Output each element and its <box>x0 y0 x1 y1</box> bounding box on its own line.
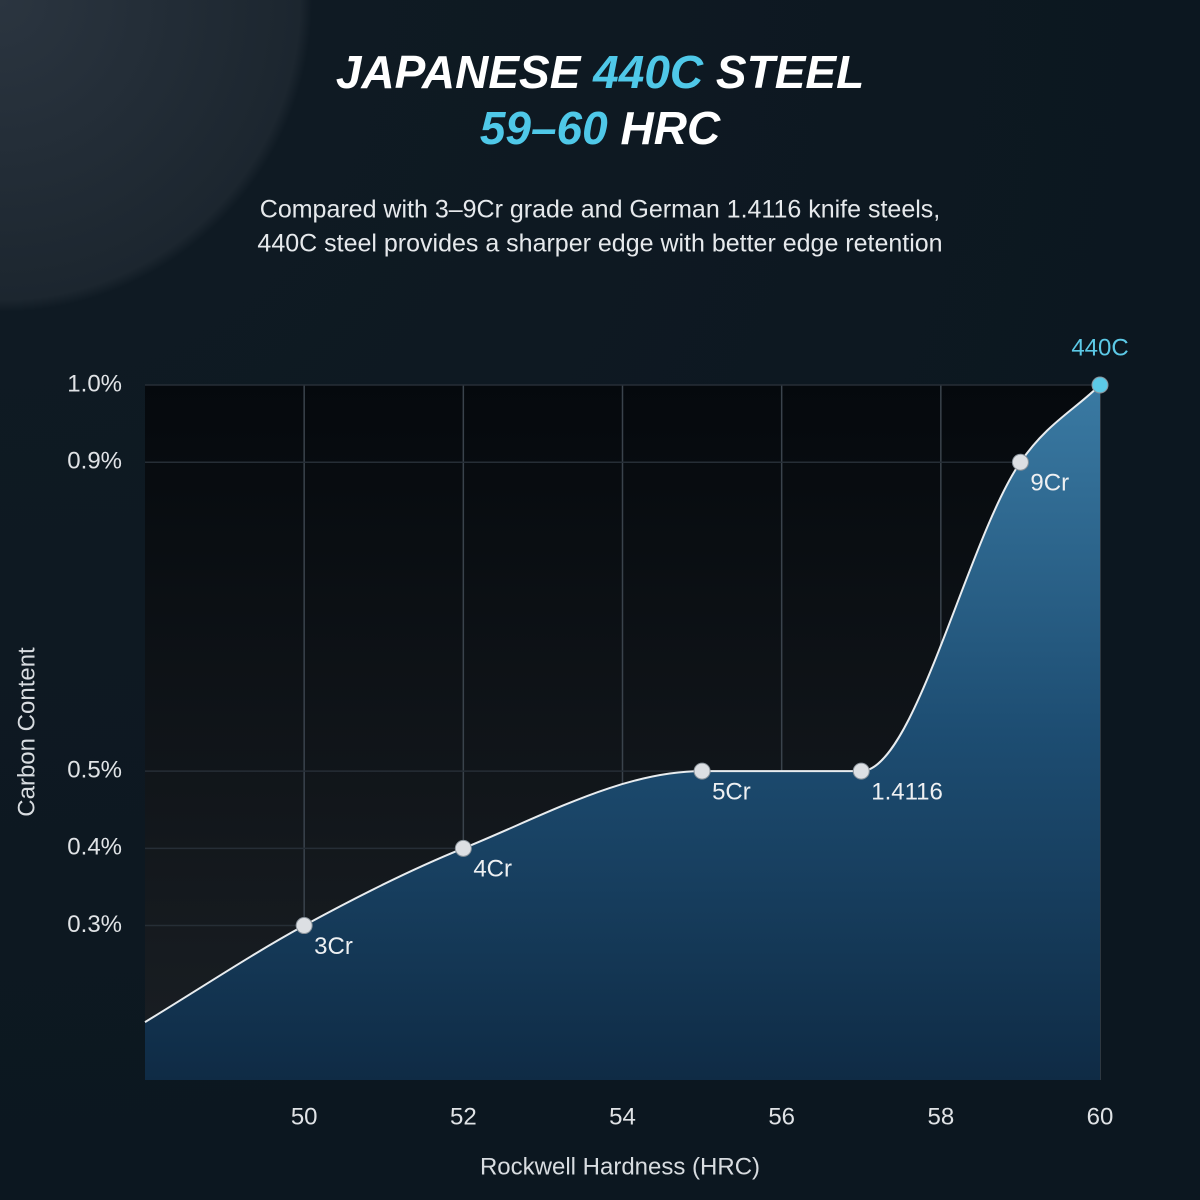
x-tick-label: 50 <box>291 1103 318 1130</box>
y-axis-title: Carbon Content <box>13 647 40 817</box>
x-tick-label: 54 <box>609 1103 636 1130</box>
point-label: 3Cr <box>314 933 353 960</box>
x-tick-label: 56 <box>768 1103 795 1130</box>
title-line-2: 59–60 HRC <box>480 102 721 154</box>
point-label: 5Cr <box>712 778 751 805</box>
data-point <box>295 917 313 935</box>
y-tick-label: 0.3% <box>67 911 122 938</box>
y-tick-label: 0.9% <box>67 448 122 475</box>
title-highlight: 59–60 <box>480 102 608 154</box>
point-label: 1.4116 <box>871 778 943 805</box>
y-tick-label: 0.5% <box>67 756 122 783</box>
title-part: HRC <box>621 102 721 154</box>
y-tick-label: 1.0% <box>67 370 122 397</box>
title-part: JAPANESE <box>336 46 582 98</box>
data-point <box>852 762 870 780</box>
y-tick-label: 0.4% <box>67 834 122 861</box>
title-highlight: 440C <box>592 46 704 98</box>
data-point <box>454 839 472 857</box>
x-tick-label: 60 <box>1087 1103 1114 1130</box>
title-part: STEEL <box>716 46 864 98</box>
x-tick-label: 52 <box>450 1103 477 1130</box>
subtitle: Compared with 3–9Cr grade and German 1.4… <box>260 196 940 224</box>
x-axis-title: Rockwell Hardness (HRC) <box>480 1153 760 1180</box>
point-label: 440C <box>1071 334 1128 361</box>
x-tick-label: 58 <box>927 1103 954 1130</box>
data-point <box>693 762 711 780</box>
data-point <box>1011 453 1029 471</box>
area <box>145 385 1100 1080</box>
subtitle: 440C steel provides a sharper edge with … <box>257 230 942 258</box>
data-point <box>1091 376 1109 394</box>
point-label: 9Cr <box>1030 470 1069 497</box>
title-line-1: JAPANESE 440C STEEL <box>336 46 864 98</box>
point-label: 4Cr <box>473 856 512 883</box>
